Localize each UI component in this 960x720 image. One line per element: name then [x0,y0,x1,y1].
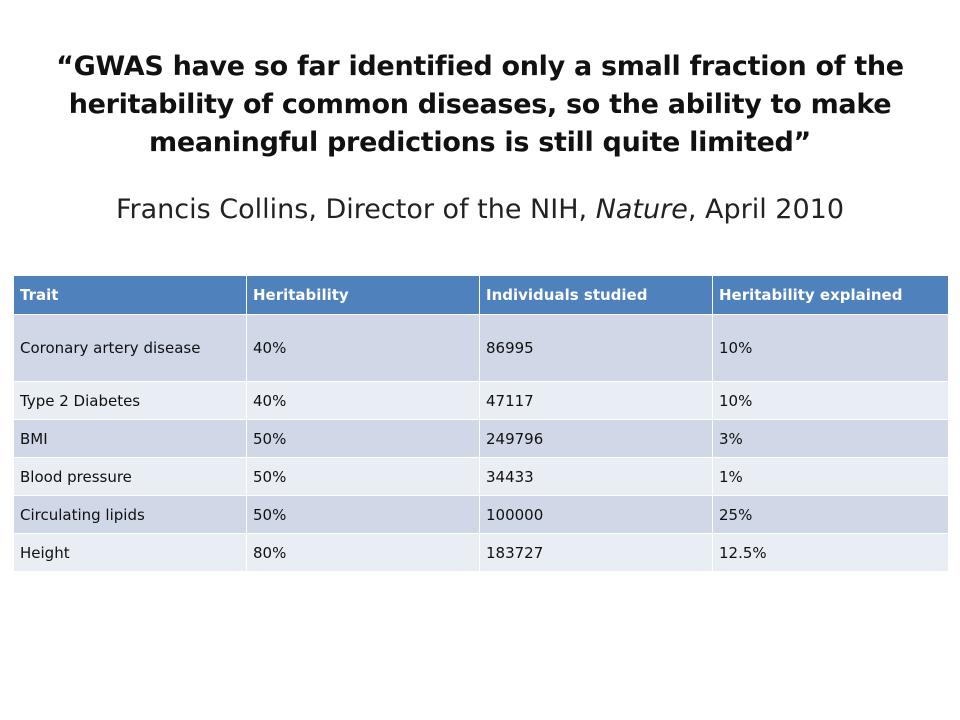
cell-heritability: 80% [246,533,480,572]
cell-explained: 1% [712,457,949,496]
header-individuals-studied: Individuals studied [479,275,713,315]
cell-explained: 10% [712,381,949,420]
quote-attribution: Francis Collins, Director of the NIH, Na… [20,190,940,230]
table-row: Type 2 Diabetes 40% 47117 10% [13,381,949,420]
cell-individuals: 34433 [479,457,713,496]
header-heritability-explained: Heritability explained [712,275,949,315]
cell-individuals: 47117 [479,381,713,420]
table-row: BMI 50% 249796 3% [13,419,949,458]
table-row: Circulating lipids 50% 100000 25% [13,495,949,534]
cell-trait: Coronary artery disease [13,314,247,382]
cell-trait: BMI [13,419,247,458]
cell-individuals: 100000 [479,495,713,534]
attribution-author: Francis Collins, Director of the NIH, [115,194,596,225]
cell-trait: Blood pressure [13,457,247,496]
cell-heritability: 40% [246,381,480,420]
cell-trait: Type 2 Diabetes [13,381,247,420]
table-header-row: Trait Heritability Individuals studied H… [13,275,949,315]
cell-explained: 25% [712,495,949,534]
quote-text: “GWAS have so far identified only a smal… [56,51,904,158]
header-trait: Trait [13,275,247,315]
attribution-journal: Nature [595,194,688,225]
table-row: Blood pressure 50% 34433 1% [13,457,949,496]
heritability-table: Trait Heritability Individuals studied H… [13,275,949,572]
header-heritability: Heritability [246,275,480,315]
cell-individuals: 86995 [479,314,713,382]
cell-heritability: 50% [246,457,480,496]
cell-heritability: 50% [246,419,480,458]
cell-individuals: 249796 [479,419,713,458]
cell-individuals: 183727 [479,533,713,572]
attribution-date: , April 2010 [687,194,845,225]
cell-explained: 3% [712,419,949,458]
cell-heritability: 50% [246,495,480,534]
cell-explained: 10% [712,314,949,382]
cell-trait: Height [13,533,247,572]
cell-heritability: 40% [246,314,480,382]
table-row: Height 80% 183727 12.5% [13,533,949,572]
cell-explained: 12.5% [712,533,949,572]
cell-trait: Circulating lipids [13,495,247,534]
table-row: Coronary artery disease 40% 86995 10% [13,314,949,382]
